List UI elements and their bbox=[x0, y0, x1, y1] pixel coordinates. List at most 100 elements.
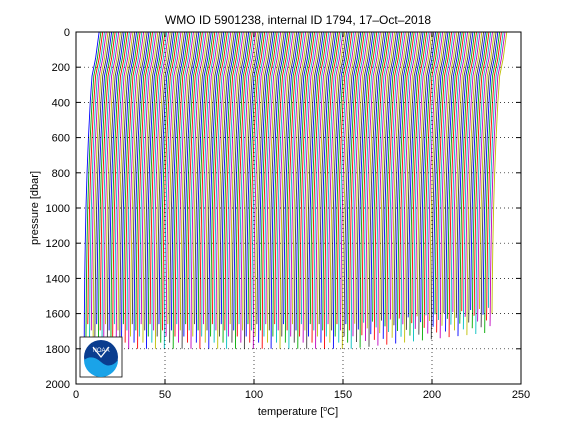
profile-line bbox=[158, 32, 175, 325]
profile-line bbox=[450, 32, 467, 325]
profile-line bbox=[211, 32, 228, 325]
profile-line bbox=[373, 32, 390, 340]
profile-line bbox=[420, 32, 437, 323]
x-axis-label-suffix: ] bbox=[335, 406, 338, 418]
profile-line bbox=[306, 32, 323, 349]
profile-line bbox=[318, 32, 335, 325]
profile-line bbox=[453, 32, 470, 331]
profile-line bbox=[295, 32, 312, 331]
profile-line bbox=[379, 32, 396, 334]
profile-line bbox=[304, 32, 321, 331]
profile-line bbox=[368, 32, 385, 347]
profile-line bbox=[92, 32, 109, 349]
profile-line bbox=[114, 32, 130, 325]
profile-line bbox=[302, 32, 319, 343]
profile-line bbox=[235, 32, 251, 349]
y-tick-label: 0 bbox=[64, 27, 70, 39]
profile-line bbox=[179, 32, 196, 331]
profile-line bbox=[247, 32, 264, 325]
profile-line bbox=[108, 32, 125, 331]
profile-line bbox=[199, 32, 216, 349]
profile-line bbox=[90, 32, 107, 331]
profile-line bbox=[446, 32, 463, 319]
profile-line bbox=[322, 32, 339, 331]
profile-line bbox=[96, 32, 113, 325]
profile-line bbox=[245, 32, 262, 337]
profile-line bbox=[402, 32, 419, 325]
profile-line bbox=[138, 32, 155, 337]
profile-line bbox=[251, 32, 267, 331]
profile-line bbox=[286, 32, 303, 331]
profile-line bbox=[103, 32, 120, 337]
profile-line bbox=[461, 32, 477, 312]
profile-line bbox=[462, 32, 479, 330]
x-tick-label: 50 bbox=[159, 389, 171, 401]
profile-line bbox=[99, 32, 116, 331]
y-axis-label: pressure [dbar] bbox=[29, 171, 41, 245]
profile-line bbox=[325, 32, 342, 337]
noaa-logo: NOAA bbox=[79, 336, 123, 378]
profile-line bbox=[343, 32, 360, 337]
x-tick-label: 200 bbox=[423, 389, 441, 401]
profile-line bbox=[357, 32, 374, 330]
profile-line bbox=[471, 32, 488, 329]
profile-line bbox=[195, 32, 212, 343]
profile-line bbox=[112, 32, 129, 337]
profile-line bbox=[308, 32, 324, 337]
profile-line bbox=[163, 32, 180, 349]
y-tick-label: 1400 bbox=[46, 273, 70, 285]
profile-line bbox=[436, 32, 453, 333]
profile-line bbox=[486, 32, 502, 321]
profile-line bbox=[293, 32, 310, 343]
profile-line bbox=[359, 32, 376, 348]
profile-line bbox=[404, 32, 420, 343]
profile-line bbox=[400, 32, 417, 337]
profile-line bbox=[226, 32, 242, 349]
profile-line bbox=[341, 32, 358, 349]
profile-line bbox=[106, 32, 123, 343]
y-tick-label: 600 bbox=[52, 133, 70, 145]
profile-line bbox=[274, 32, 291, 325]
profile-line bbox=[334, 32, 351, 337]
profile-line bbox=[203, 32, 219, 325]
profile-line bbox=[414, 32, 431, 329]
y-tick-label: 1200 bbox=[46, 238, 70, 250]
x-tick-label: 0 bbox=[73, 389, 79, 401]
profile-line bbox=[258, 32, 275, 343]
profile-line bbox=[336, 32, 353, 325]
profile-line bbox=[283, 32, 299, 325]
profile-line bbox=[259, 32, 276, 331]
profile-line bbox=[443, 32, 460, 314]
profile-line bbox=[190, 32, 207, 349]
profile-line bbox=[130, 32, 146, 337]
profile-line bbox=[292, 32, 308, 325]
profile-line bbox=[354, 32, 371, 324]
profile-line bbox=[124, 32, 141, 343]
profile-line bbox=[174, 32, 191, 337]
profile-line bbox=[227, 32, 244, 337]
profile-line bbox=[219, 32, 235, 337]
profile-line bbox=[288, 32, 305, 349]
profile-line bbox=[372, 32, 388, 322]
profile-line bbox=[128, 32, 145, 349]
y-tick-label: 1600 bbox=[46, 309, 70, 321]
profile-line bbox=[97, 32, 114, 343]
profile-line bbox=[162, 32, 178, 331]
profile-line bbox=[176, 32, 193, 325]
profile-line bbox=[224, 32, 241, 331]
profile-line bbox=[240, 32, 257, 343]
profile-line bbox=[468, 32, 485, 323]
profile-line bbox=[484, 32, 501, 333]
profile-line bbox=[194, 32, 210, 325]
y-tick-label: 200 bbox=[52, 62, 70, 74]
profile-line bbox=[122, 32, 139, 325]
profile-line bbox=[183, 32, 200, 337]
profile-line bbox=[386, 32, 403, 345]
profile-line bbox=[389, 32, 406, 320]
profile-line bbox=[243, 32, 260, 349]
profile-line bbox=[423, 32, 440, 328]
profile-line bbox=[263, 32, 280, 337]
profile-line bbox=[432, 32, 449, 327]
profile-line bbox=[192, 32, 209, 337]
profile-line bbox=[238, 32, 255, 325]
